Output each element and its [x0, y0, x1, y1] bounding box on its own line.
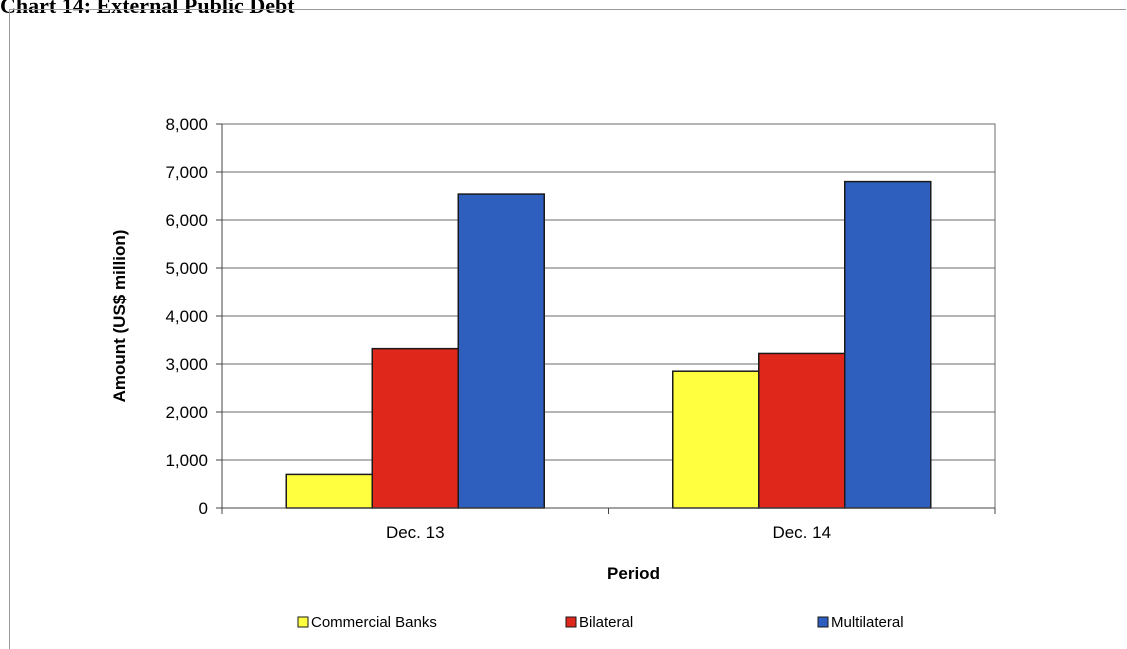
- y-tick-label: 7,000: [165, 163, 208, 182]
- legend-label: Bilateral: [579, 614, 633, 631]
- y-tick-label: 1,000: [165, 451, 208, 470]
- y-tick-label: 2,000: [165, 403, 208, 422]
- x-axis-title: Period: [607, 564, 660, 583]
- legend-label: Multilateral: [831, 614, 904, 631]
- legend-swatch: [565, 616, 577, 628]
- x-tick-label: Dec. 13: [386, 523, 445, 542]
- y-tick-label: 5,000: [165, 259, 208, 278]
- y-axis-title: Amount (US$ million): [110, 230, 129, 403]
- bar-multilateral: [844, 180, 932, 509]
- bar-commercial-banks: [285, 473, 373, 509]
- bar-commercial-banks: [672, 370, 760, 509]
- bars: [285, 180, 932, 509]
- bar-bilateral: [371, 347, 459, 509]
- axes: 0 1,000 2,000 3,000 4,000 5,000 6,000 7,000 8,00…: [165, 115, 996, 542]
- x-tick-label: Dec. 14: [772, 523, 831, 542]
- y-tick-label: 0: [199, 499, 208, 518]
- legend-label: Commercial Banks: [311, 614, 437, 631]
- bar-bilateral: [758, 352, 846, 509]
- y-tick-label: 8,000: [165, 115, 208, 134]
- legend-swatch: [817, 616, 829, 628]
- y-tick-label: 4,000: [165, 307, 208, 326]
- chart-frame: [9, 9, 1126, 649]
- bar-multilateral: [457, 193, 545, 509]
- legend-swatch: [297, 616, 309, 628]
- legend: Commercial Banks Bilateral Multilateral: [297, 614, 904, 631]
- y-tick-label: 6,000: [165, 211, 208, 230]
- y-tick-label: 3,000: [165, 355, 208, 374]
